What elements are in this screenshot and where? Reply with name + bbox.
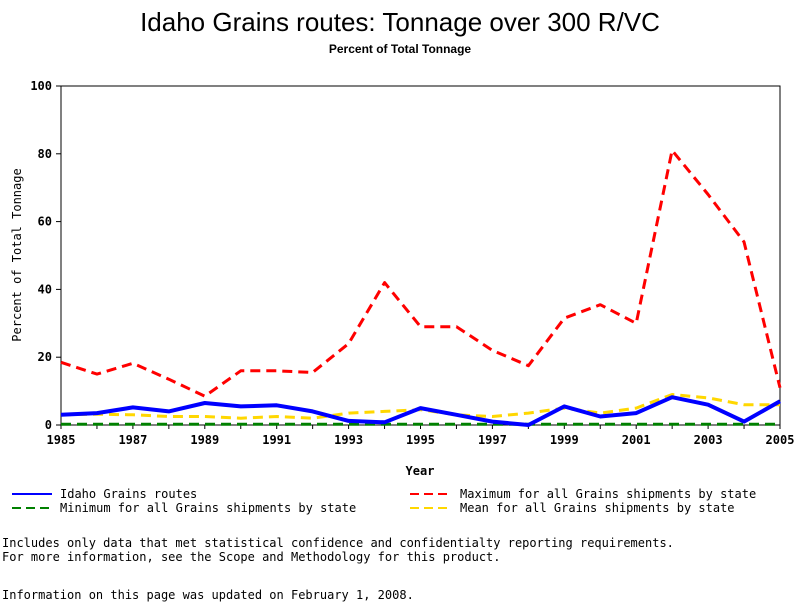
x-tick-label: 1995 [406, 433, 435, 447]
legend-label-mean: Mean for all Grains shipments by state [460, 501, 735, 515]
x-tick-label: 1987 [118, 433, 147, 447]
x-tick-label: 1991 [262, 433, 291, 447]
x-tick-label: 1985 [47, 433, 76, 447]
y-tick-label: 80 [38, 147, 52, 161]
legend-label-maximum: Maximum for all Grains shipments by stat… [460, 487, 756, 501]
series-line-maximum [60, 148, 782, 398]
footnote-methodology: For more information, see the Scope and … [2, 550, 501, 564]
x-axis-label: Year [406, 464, 435, 478]
x-tick-label: 2001 [622, 433, 651, 447]
x-axis: 1985 1987 1989 1991 1993 1995 1997 1999 2001 2003… [47, 425, 795, 447]
x-tick-label: 2003 [694, 433, 723, 447]
x-tick-label: 1997 [478, 433, 507, 447]
y-tick-label: 0 [45, 418, 52, 432]
chart-subtitle: Percent of Total Tonnage [329, 42, 472, 56]
legend-label-minimum: Minimum for all Grains shipments by stat… [60, 501, 356, 515]
footnote-confidence: Includes only data that met statistical … [2, 536, 674, 550]
x-tick-label: 1993 [334, 433, 363, 447]
y-axis-label: Percent of Total Tonnage [10, 168, 24, 341]
series-line-idaho [60, 395, 781, 427]
x-tick-label: 1989 [190, 433, 219, 447]
chart-title: Idaho Grains routes: Tonnage over 300 R/… [140, 7, 660, 37]
plot-frame [60, 85, 781, 426]
x-tick-label: 2005 [766, 433, 795, 447]
legend-label-idaho: Idaho Grains routes [60, 487, 197, 501]
legend: Idaho Grains routes Maximum for all Grai… [12, 487, 756, 515]
y-tick-label: 20 [38, 350, 52, 364]
x-tick-label: 1999 [550, 433, 579, 447]
footnote-updated: Information on this page was updated on … [2, 588, 414, 602]
y-tick-label: 60 [38, 215, 52, 229]
y-tick-label: 100 [30, 79, 52, 93]
y-tick-label: 40 [38, 282, 52, 296]
series-lines [60, 148, 782, 427]
y-axis: 0 20 40 60 80 100 [30, 79, 61, 432]
